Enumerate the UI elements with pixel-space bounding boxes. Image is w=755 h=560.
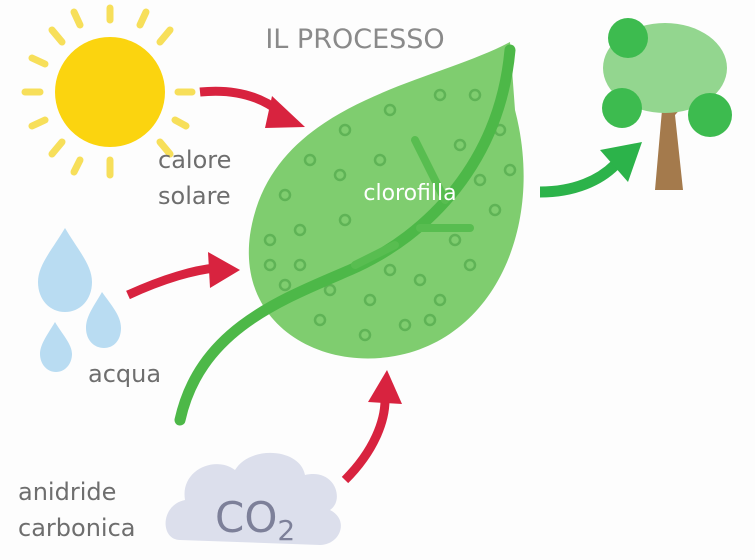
sun-label: solare: [158, 182, 231, 210]
leaf-label: clorofilla: [363, 181, 456, 206]
title: IL PROCESSO: [265, 24, 444, 55]
diagram: IL PROCESSO calore solare acqua CO2 anid…: [0, 0, 755, 560]
sun-label: calore: [158, 146, 231, 174]
co2-label: anidride: [18, 478, 116, 506]
water-label: acqua: [88, 360, 161, 388]
co2-sub: 2: [277, 514, 295, 547]
co2-label: carbonica: [18, 514, 135, 542]
co2-main: CO: [215, 493, 277, 542]
